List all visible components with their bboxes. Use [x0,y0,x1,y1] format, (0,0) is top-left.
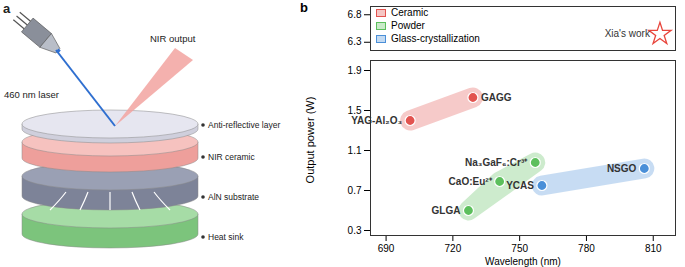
svg-text:6.8: 6.8 [348,9,362,20]
svg-text:Na₃GaF₆:Cr³⁺: Na₃GaF₆:Cr³⁺ [465,157,528,168]
svg-text:CaO:Eu²⁺: CaO:Eu²⁺ [449,176,493,187]
svg-text:460 nm laser: 460 nm laser [4,89,59,100]
html-text:b: b [300,0,308,15]
svg-text:NIR ceramic: NIR ceramic [208,152,256,162]
svg-text:Wavelength (nm): Wavelength (nm) [485,256,561,267]
svg-text:810: 810 [645,243,662,254]
svg-text:Anti-reflective layer: Anti-reflective layer [208,120,280,130]
svg-text:1.9: 1.9 [348,65,362,76]
svg-text:Xia's work: Xia's work [605,28,651,39]
html-text:Output power (W): Output power (W) [304,96,316,184]
svg-text:690: 690 [378,243,395,254]
html-text:Powder: Powder [391,20,425,31]
svg-text:780: 780 [578,243,595,254]
svg-text:6.3: 6.3 [348,36,362,47]
svg-text:AlN substrate: AlN substrate [208,192,259,202]
svg-text:720: 720 [445,243,462,254]
svg-text:0.7: 0.7 [348,185,362,196]
svg-text:Heat sink: Heat sink [208,232,244,242]
svg-text:750: 750 [511,243,528,254]
svg-text:0.3: 0.3 [348,225,362,236]
svg-text:1.5: 1.5 [347,104,362,116]
svg-text:1.1: 1.1 [348,145,362,156]
svg-text:GAGG: GAGG [481,92,512,103]
svg-text:NSGO: NSGO [607,163,637,174]
html-text:Glass-crystallization: Glass-crystallization [391,33,480,44]
svg-text:GLGA: GLGA [432,205,461,216]
svg-text:YAG-Al₂O₃: YAG-Al₂O₃ [351,115,402,126]
svg-text:YCAS: YCAS [506,180,534,191]
svg-text:a: a [3,1,11,16]
html-text:Ceramic: Ceramic [391,7,429,18]
svg-text:NIR output: NIR output [150,33,196,44]
